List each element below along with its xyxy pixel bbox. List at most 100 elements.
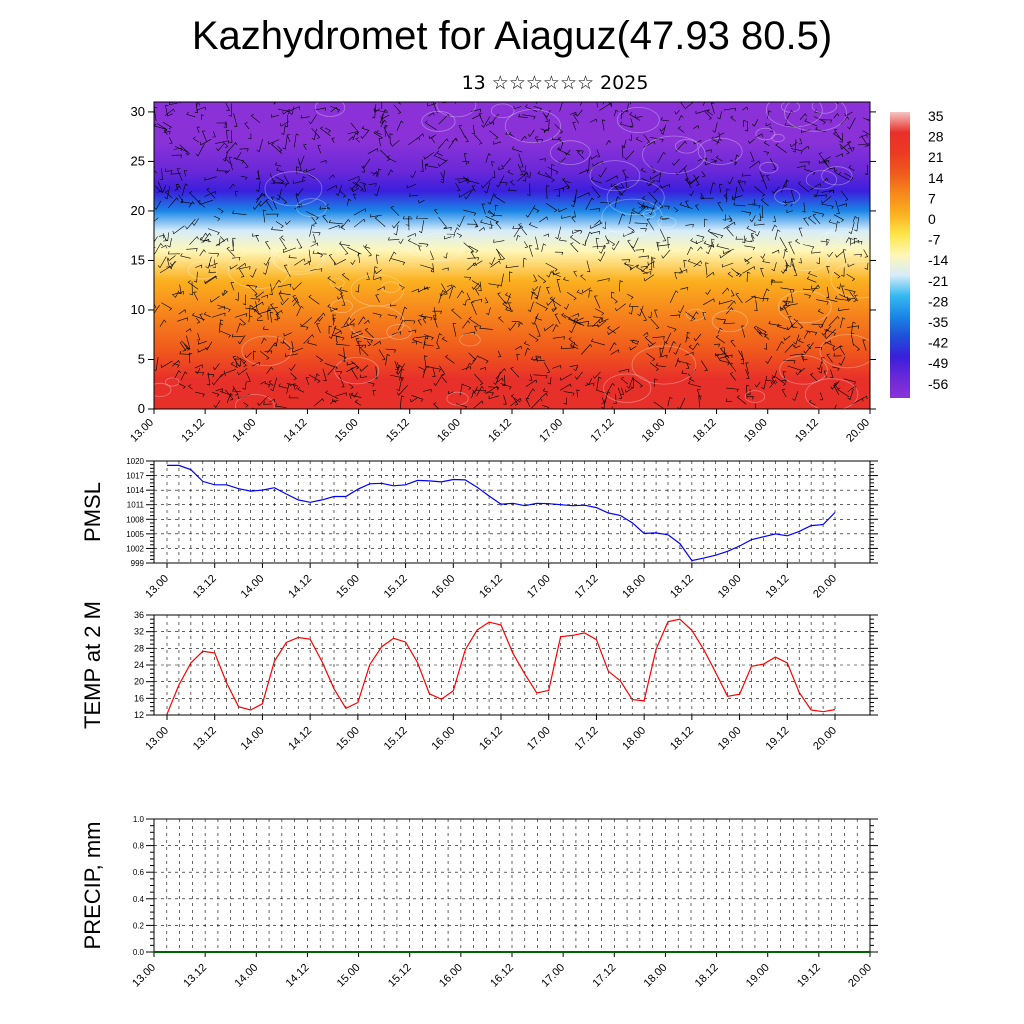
x-tick-label: 19.12 <box>793 417 821 445</box>
x-tick-label: 13.12 <box>179 417 207 445</box>
pmsl-panel: 999 1002 1005 1008 1011 1014 1017 1020 13.00 13.1… <box>80 457 878 601</box>
y-tick-label: 0.8 <box>133 842 145 851</box>
x-tick-label: 15.12 <box>382 725 410 753</box>
colorbar-label: -56 <box>928 376 948 392</box>
x-tick-label: 18.00 <box>640 417 668 445</box>
x-tick-label: 15.12 <box>382 573 410 601</box>
x-tick-label: 17.12 <box>588 417 616 445</box>
temp-panel: 12 16 20 24 28 32 36 13.00 13.12 14.00 14.12 15.00 1… <box>80 601 878 753</box>
panel-frame <box>153 460 871 564</box>
colorbar-label: 14 <box>928 170 944 186</box>
x-tick-label: 15.12 <box>386 962 414 990</box>
x-tick-label: 19.12 <box>763 725 791 753</box>
colorbar-label: -14 <box>928 252 948 268</box>
y-tick-label: 28 <box>134 643 144 653</box>
y-tick-label: 1011 <box>127 501 145 510</box>
y-tick-label: 25 <box>131 153 145 168</box>
x-tick-label: 14.12 <box>286 573 314 601</box>
y-tick-label: 16 <box>134 693 144 703</box>
x-tick-label: 16.00 <box>429 725 457 753</box>
x-tick-label: 19.12 <box>763 573 791 601</box>
temperature-field <box>154 102 870 409</box>
cross-section-panel: 0 5 10 15 20 25 30 13.00 13.12 14.00 14.12 15.00 15.… <box>128 101 876 445</box>
x-tick-label: 17.12 <box>573 725 601 753</box>
x-tick-label: 15.00 <box>334 725 362 753</box>
x-tick-label: 17.00 <box>539 962 567 990</box>
x-tick-label: 14.00 <box>232 962 260 990</box>
y-tick-label: 1014 <box>126 486 144 495</box>
y-tick-label: 5 <box>138 351 145 366</box>
x-tick-label: 20.00 <box>811 725 839 753</box>
x-tick-label: 14.12 <box>282 417 310 445</box>
y-tick-label: 10 <box>131 302 145 317</box>
x-tick-label: 16.00 <box>437 962 465 990</box>
x-tick-label: 16.00 <box>429 573 457 601</box>
x-tick-label: 20.00 <box>844 417 872 445</box>
y-tick-label: 32 <box>134 627 144 637</box>
x-tick-label: 14.00 <box>230 417 258 445</box>
x-tick-label: 15.12 <box>384 417 412 445</box>
x-tick-label: 15.00 <box>333 417 361 445</box>
colorbar: 35 28 21 14 7 0 -7 -14 -21 -28 -35 -42 -49 -56 <box>890 108 948 398</box>
x-tick-label: 18.00 <box>642 962 670 990</box>
y-tick-label: 1017 <box>126 472 144 481</box>
x-tick-label: 16.12 <box>477 725 505 753</box>
x-tick-label: 17.00 <box>525 573 553 601</box>
y-tick-label: 12 <box>134 710 144 720</box>
colorbar-label: -42 <box>928 335 948 351</box>
x-tick-label: 20.00 <box>846 962 874 990</box>
grid <box>154 460 870 564</box>
colorbar-label: -49 <box>928 355 948 371</box>
x-tick-label: 14.00 <box>239 725 267 753</box>
y-tick-label: 15 <box>131 252 145 267</box>
x-tick-label: 13.12 <box>191 725 219 753</box>
y-tick-label: 20 <box>131 203 145 218</box>
y-tick-label: 0.2 <box>133 921 145 930</box>
colorbar-label: 35 <box>928 108 944 124</box>
x-tick-label: 18.12 <box>693 962 721 990</box>
grid <box>153 818 871 953</box>
y-tick-label: 20 <box>134 677 144 687</box>
x-tick-label: 18.12 <box>668 725 696 753</box>
y-tick-label: 1008 <box>126 515 144 524</box>
x-tick-label: 18.12 <box>691 417 719 445</box>
y-tick-label: 0 <box>138 401 145 416</box>
x-tick-label: 16.12 <box>488 962 516 990</box>
precip-panel: 0.0 0.2 0.4 0.6 0.8 1.0 13.00 13.12 14.00 14.12 15… <box>80 815 878 990</box>
y-axis-label: PMSL <box>80 482 105 542</box>
x-tick-label: 19.00 <box>716 573 744 601</box>
x-tick-label: 13.00 <box>130 962 158 990</box>
y-tick-label: 0.4 <box>133 895 145 904</box>
x-tick-label: 17.00 <box>525 725 553 753</box>
y-tick-label: 36 <box>134 610 144 620</box>
x-tick-label: 14.12 <box>284 962 312 990</box>
x-tick-label: 15.00 <box>335 962 363 990</box>
y-tick-label: 24 <box>134 660 144 670</box>
x-tick-label: 17.12 <box>573 573 601 601</box>
y-tick-label: 1002 <box>126 544 144 553</box>
colorbar-label: -21 <box>928 273 948 289</box>
y-axis-label: TEMP at 2 M <box>80 601 105 729</box>
y-axis-label: PRECIP, mm <box>80 822 105 950</box>
x-tick-label: 19.00 <box>742 417 770 445</box>
x-tick-label: 19.00 <box>716 725 744 753</box>
contour-lines <box>154 102 870 409</box>
x-tick-label: 16.12 <box>486 417 514 445</box>
colorbar-label: 28 <box>928 129 944 145</box>
x-tick-label: 17.00 <box>537 417 565 445</box>
x-tick-label: 15.00 <box>334 573 362 601</box>
y-tick-label: 0.6 <box>133 868 145 877</box>
colorbar-label: 7 <box>928 190 936 206</box>
chart-subtitle: 13 ☆☆☆☆☆☆ 2025 <box>461 72 649 94</box>
x-tick-label: 13.00 <box>143 725 171 753</box>
colorbar-label: 21 <box>928 149 944 165</box>
colorbar-label: -35 <box>928 314 948 330</box>
x-tick-label: 18.00 <box>620 573 648 601</box>
x-tick-label: 13.12 <box>191 573 219 601</box>
x-tick-label: 13.00 <box>143 573 171 601</box>
x-tick-label: 19.12 <box>795 962 823 990</box>
y-tick-label: 1.0 <box>133 815 145 824</box>
x-tick-label: 17.12 <box>590 962 618 990</box>
x-tick-label: 18.12 <box>668 573 696 601</box>
grid <box>154 614 870 716</box>
